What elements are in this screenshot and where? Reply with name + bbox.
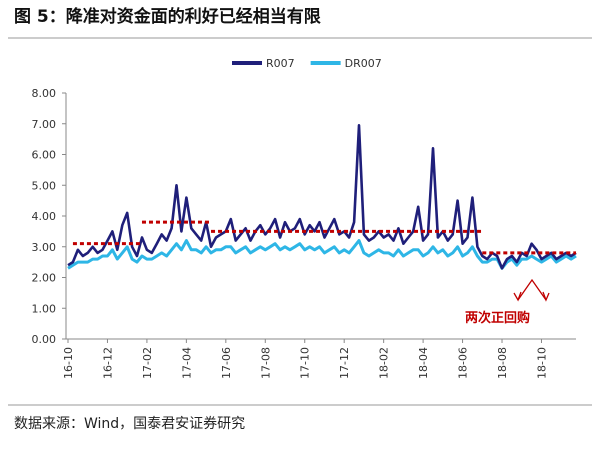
source: 数据来源：Wind，国泰君安证券研究 xyxy=(14,416,245,432)
x-tick-label: 17-06 xyxy=(220,347,233,379)
legend-label: DR007 xyxy=(345,57,382,70)
y-tick-label: 1.00 xyxy=(32,302,57,315)
chart-title: 图 5：降准对资金面的利好已经相当有限 xyxy=(14,6,321,27)
series-line xyxy=(67,124,577,270)
x-tick-label: 17-02 xyxy=(141,347,154,379)
y-tick-label: 5.00 xyxy=(32,179,57,192)
y-tick-label: 3.00 xyxy=(32,241,57,254)
y-tick-label: 2.00 xyxy=(32,272,57,285)
y-tick-label: 0.00 xyxy=(32,333,57,346)
arrow-heads xyxy=(513,291,550,302)
x-tick-label: 18-08 xyxy=(496,347,509,379)
y-tick-label: 7.00 xyxy=(32,118,57,131)
x-tick-label: 17-08 xyxy=(259,347,272,379)
x-tick-label: 18-06 xyxy=(457,347,470,379)
annotation: 两次正回购 xyxy=(465,310,530,326)
y-tick-label: 8.00 xyxy=(32,87,57,100)
x-tick-label: 17-12 xyxy=(338,347,351,379)
x-tick-label: 18-02 xyxy=(378,347,391,379)
y-tick-label: 4.00 xyxy=(32,210,57,223)
y-tick-label: 6.00 xyxy=(32,149,57,162)
x-tick-label: 16-10 xyxy=(62,347,75,379)
x-tick-label: 18-04 xyxy=(417,347,430,379)
legend-label: R007 xyxy=(266,57,295,70)
series-line xyxy=(67,239,577,270)
x-tick-label: 17-10 xyxy=(299,347,312,379)
x-tick-label: 17-04 xyxy=(180,347,193,379)
x-tick-label: 16-12 xyxy=(101,347,114,379)
x-tick-label: 18-10 xyxy=(535,347,548,379)
annotation-arrows xyxy=(517,278,547,301)
